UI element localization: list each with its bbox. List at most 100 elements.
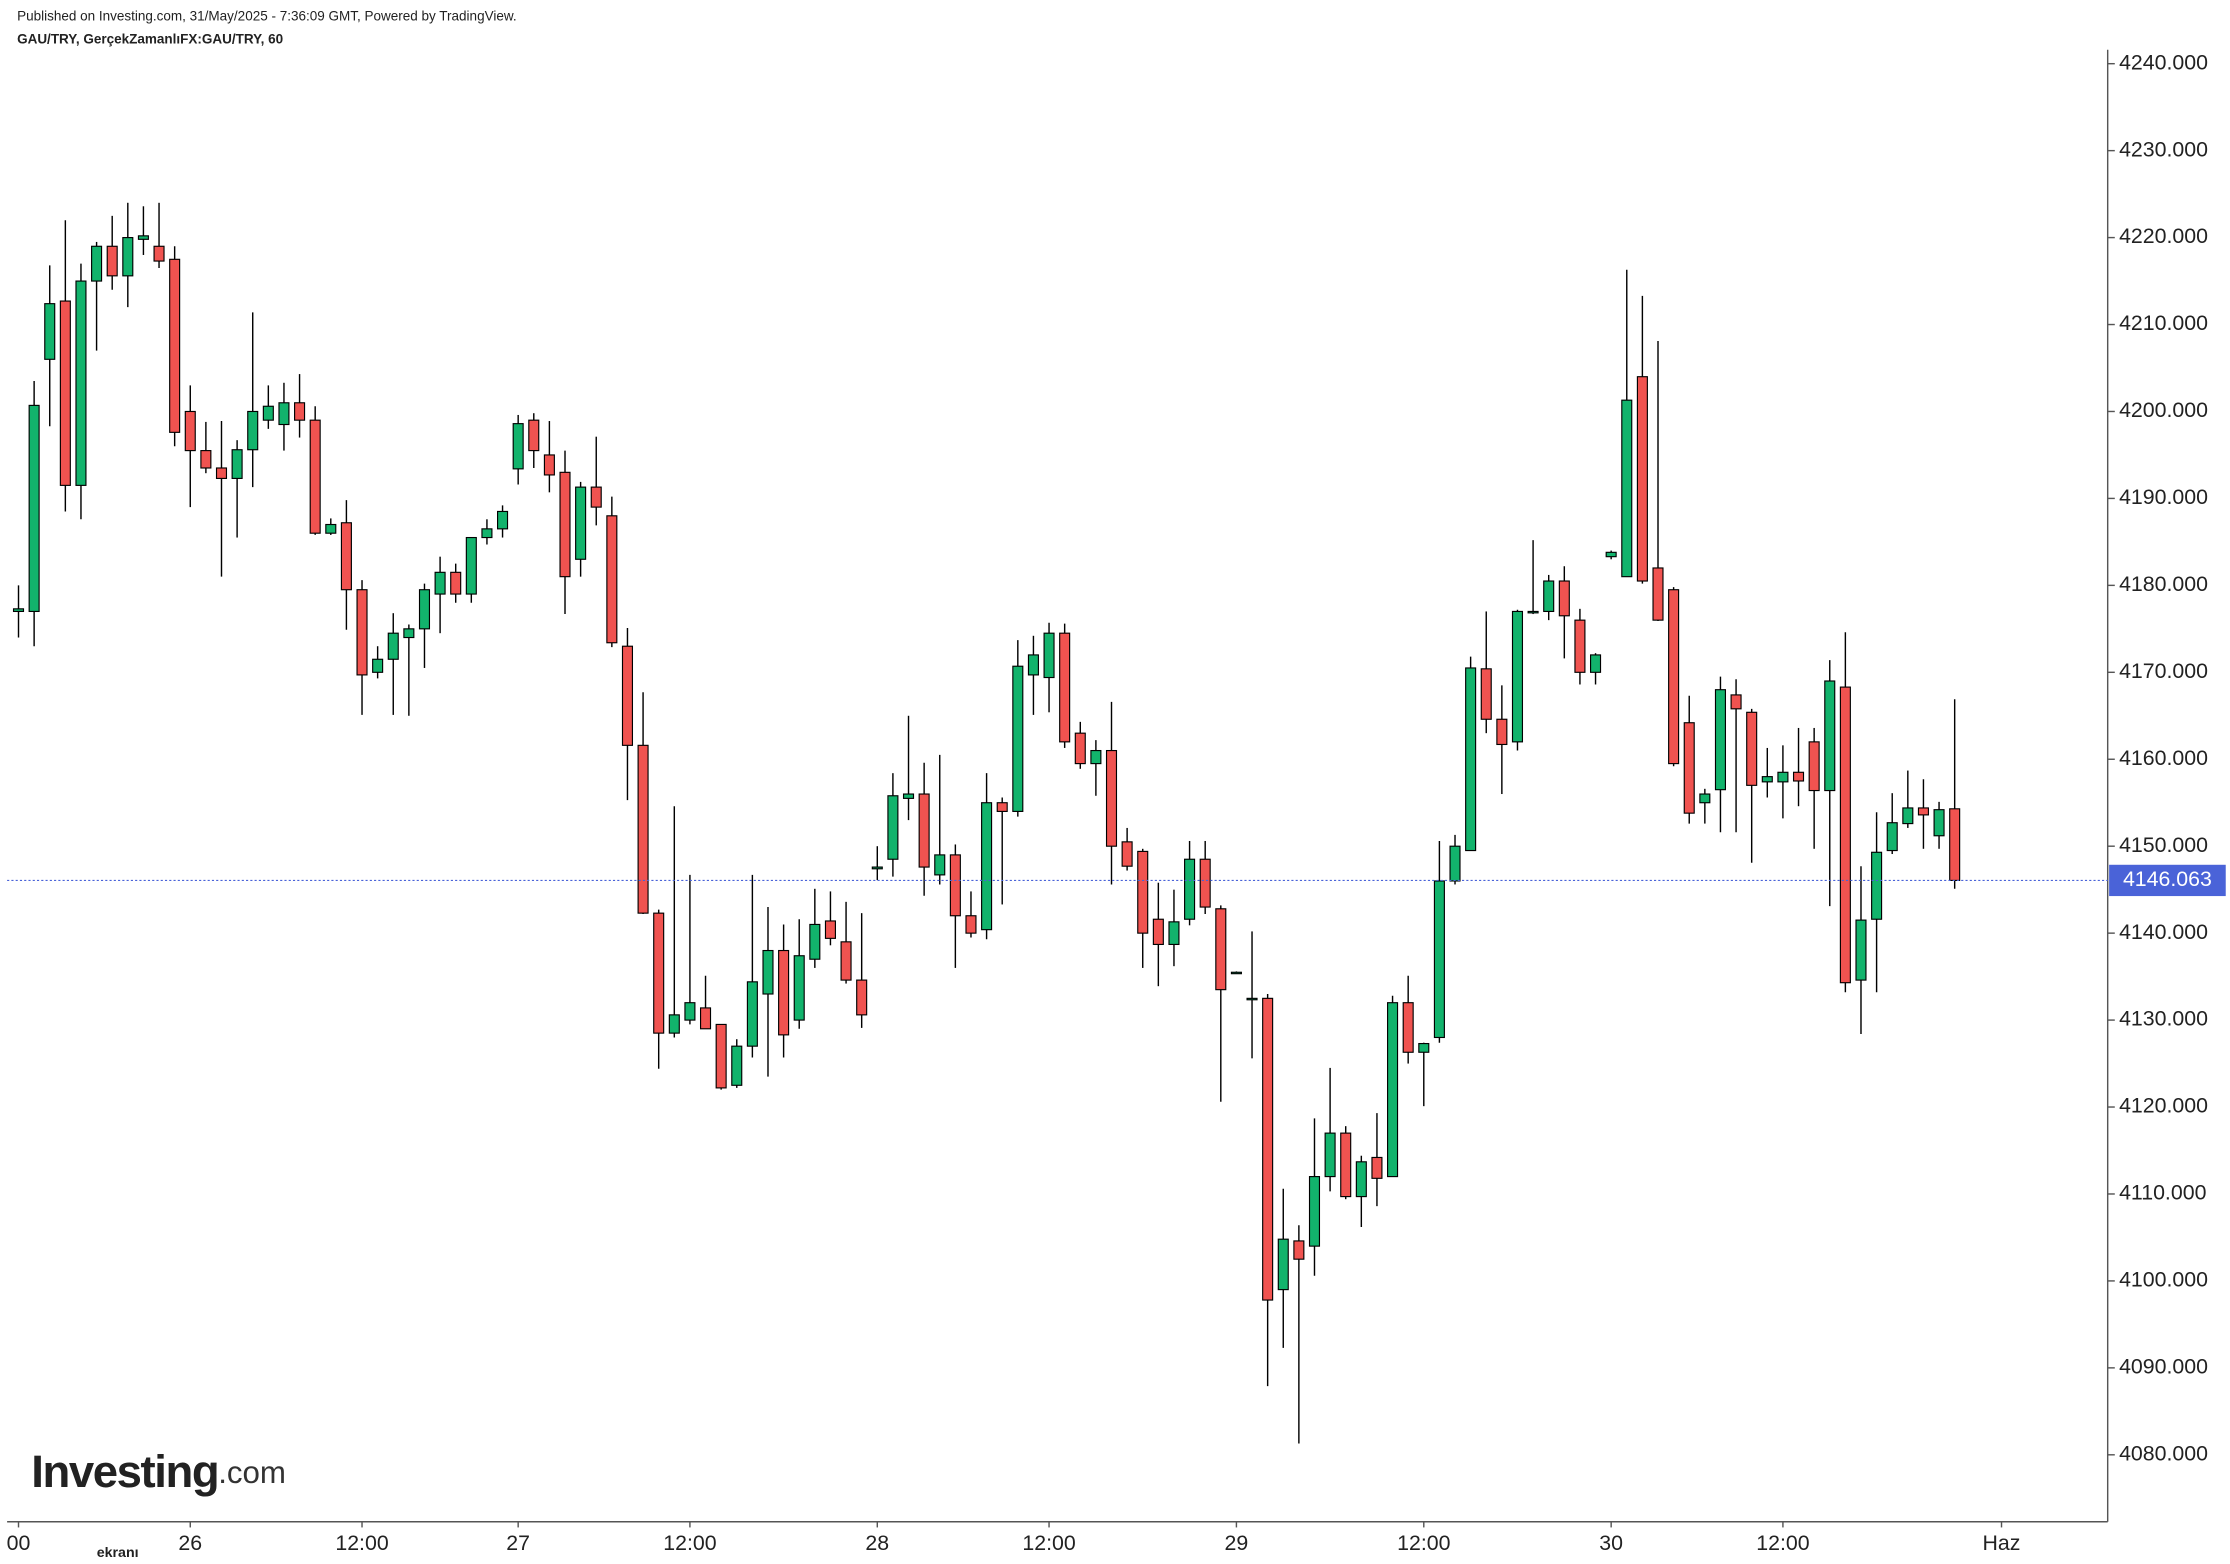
candle-body <box>871 866 883 870</box>
candle-body <box>497 510 509 530</box>
candle-body <box>1855 919 1867 981</box>
candle-body <box>247 410 259 451</box>
x-tick-label: 27 <box>506 1531 530 1555</box>
x-tick-label: 30 <box>1599 1531 1623 1555</box>
candle-body <box>621 645 634 746</box>
candle-body <box>934 854 946 876</box>
x-tick-label: 12:00 <box>1756 1531 1810 1555</box>
candle-body <box>91 245 103 282</box>
candle-body <box>1168 921 1180 946</box>
candle-body <box>184 410 196 452</box>
candle-body <box>465 536 477 595</box>
candle-body <box>1714 689 1727 791</box>
x-tick-label: 28 <box>865 1531 889 1555</box>
candle-body <box>169 258 181 433</box>
y-tick-label: 4160.000 <box>2119 746 2208 770</box>
candle-body <box>528 419 540 452</box>
candle-body <box>746 981 758 1047</box>
candle-body <box>1699 793 1711 804</box>
price-label: 4146.063 <box>2123 867 2212 891</box>
candle-body <box>653 912 665 1034</box>
candle-body <box>1621 399 1633 578</box>
x-tick-label: 12:00 <box>335 1531 389 1555</box>
candle-body <box>1387 1002 1399 1178</box>
candle-body <box>215 467 228 479</box>
candle-body <box>418 589 431 630</box>
candle-body <box>1792 771 1805 782</box>
candle-body <box>1262 997 1274 1301</box>
candle-body <box>137 235 149 240</box>
candle-body <box>387 632 399 660</box>
candle-body <box>122 237 134 277</box>
candle-body <box>1496 718 1508 746</box>
candle-body <box>715 1023 727 1089</box>
candle-body <box>590 486 602 508</box>
logo: Investing.com <box>31 1446 286 1497</box>
y-tick-label: 4180.000 <box>2119 572 2208 596</box>
candle-body <box>1761 776 1773 783</box>
x-tick-label: Haz <box>1983 1531 2021 1555</box>
candle-body <box>1480 668 1492 720</box>
y-tick-label: 4080.000 <box>2119 1441 2208 1465</box>
candle-body <box>965 915 977 934</box>
candle-body <box>1808 741 1820 792</box>
candle-body <box>1184 858 1196 920</box>
candle-body <box>1527 610 1539 614</box>
candle-body <box>575 486 587 560</box>
candle-body <box>949 854 961 917</box>
y-tick-label: 4150.000 <box>2119 833 2208 857</box>
x-tick-label: 26 <box>178 1531 202 1555</box>
candle-body <box>450 571 462 595</box>
chart-subtitle: GAU/TRY, GerçekZamanlıFX:GAU/TRY, 60 <box>17 31 283 46</box>
candle-body <box>668 1014 680 1034</box>
candle-body <box>1059 632 1071 743</box>
candle-body <box>793 955 805 1021</box>
candle-body <box>356 589 368 676</box>
y-tick-label: 4210.000 <box>2119 311 2208 335</box>
candle-body <box>1418 1042 1430 1053</box>
chart-title: Published on Investing.com, 31/May/2025 … <box>17 9 517 24</box>
candle-body <box>1215 908 1227 991</box>
candle-body <box>1012 665 1024 812</box>
candle-body <box>278 402 290 426</box>
candle-body <box>44 303 56 360</box>
candle-body <box>1230 971 1242 975</box>
candle-body <box>606 515 618 644</box>
candle-body <box>12 608 25 613</box>
y-tick-label: 4220.000 <box>2119 224 2208 248</box>
candle-body <box>1027 654 1039 676</box>
candle-body <box>1371 1156 1383 1179</box>
candle-body <box>1933 809 1945 837</box>
candle-body <box>840 941 852 981</box>
candle-body <box>637 744 649 914</box>
price-label-box <box>2109 864 2226 897</box>
candle-body <box>1777 771 1789 783</box>
candle-body <box>1668 589 1680 765</box>
candle-body <box>856 979 868 1016</box>
candle-body <box>200 450 212 469</box>
candle-body <box>1746 711 1758 786</box>
candle-body <box>1589 654 1602 673</box>
watermark: ekranı <box>97 1545 139 1561</box>
candle-body <box>1308 1176 1321 1247</box>
candle-body <box>325 523 337 534</box>
candle-body <box>1558 580 1570 617</box>
y-tick-label: 4140.000 <box>2119 920 2208 944</box>
y-tick-label: 4130.000 <box>2119 1007 2208 1031</box>
candle-body <box>403 628 415 639</box>
candle-body <box>1511 610 1524 743</box>
candle-body <box>824 920 836 939</box>
y-tick-label: 4240.000 <box>2119 50 2208 74</box>
y-tick-label: 4200.000 <box>2119 398 2208 422</box>
candle-body <box>996 802 1008 812</box>
candle-body <box>1871 851 1883 920</box>
candle-body <box>1324 1132 1336 1178</box>
candle-body <box>1449 845 1461 882</box>
candle-body <box>778 949 790 1036</box>
candle-body <box>294 402 306 421</box>
candle-body <box>684 1002 696 1021</box>
y-tick-label: 4230.000 <box>2119 137 2208 161</box>
y-tick-label: 4090.000 <box>2119 1355 2208 1379</box>
